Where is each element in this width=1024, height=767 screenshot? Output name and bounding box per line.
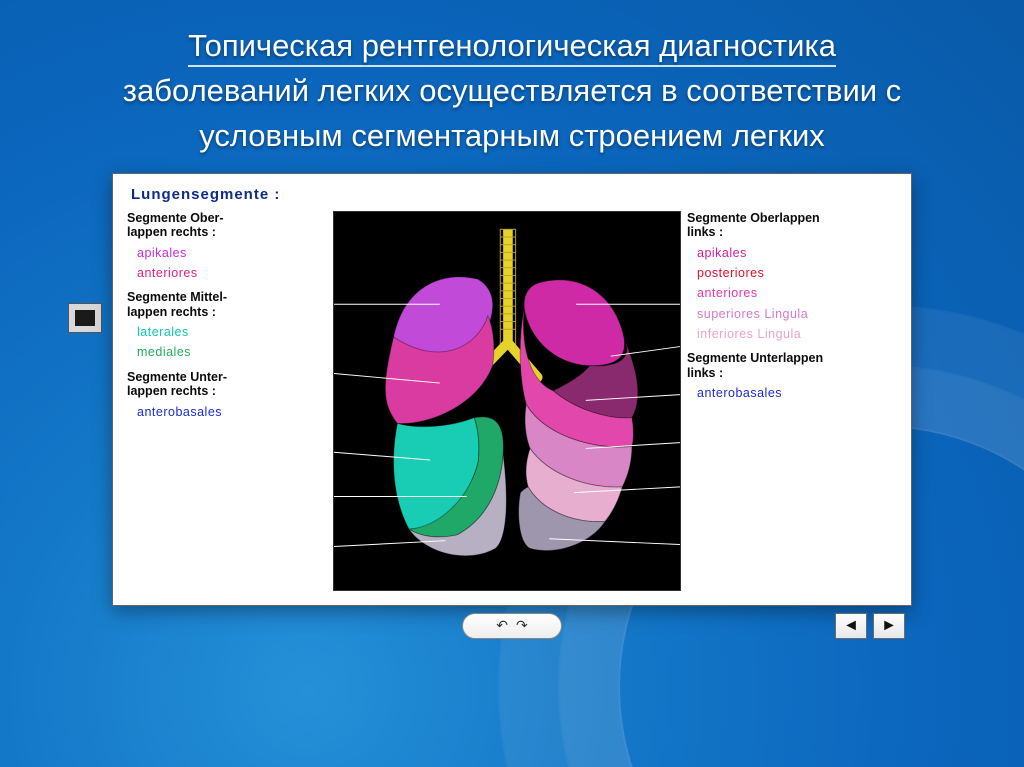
rotate-right-icon: ↷ <box>516 617 528 634</box>
left-lung <box>519 280 638 551</box>
segment-group-heading: Segmente Ober- lappen rechts : <box>127 211 327 240</box>
prev-button[interactable]: ◄ <box>835 613 867 639</box>
left-labels-column: Segmente Ober- lappen rechts : apikales an… <box>127 211 327 429</box>
slide-title: Топическая рентгенологическая диагностик… <box>60 24 964 159</box>
slide: Топическая рентгенологическая диагностик… <box>0 0 1024 767</box>
segment-label: apikales <box>137 246 327 260</box>
flip-control[interactable]: ↶ ↷ <box>462 613 562 639</box>
segment-label: apikales <box>697 246 897 260</box>
segment-label: superiores Lingula <box>697 307 897 321</box>
rotate-left-icon: ↶ <box>496 617 508 634</box>
next-button[interactable]: ► <box>873 613 905 639</box>
figure-wrap: Lungensegmente : Segmente Ober- lappen r… <box>112 173 912 606</box>
segment-group-heading: Segmente Mittel- lappen rechts : <box>127 290 327 319</box>
segment-label: anteriores <box>137 266 327 280</box>
segment-label: mediales <box>137 345 327 359</box>
title-line1: Топическая рентгенологическая диагностик… <box>188 28 836 67</box>
lungs-panel <box>333 211 681 591</box>
segment-group-heading: Segmente Unter- lappen rechts : <box>127 370 327 399</box>
figure-nav: ◄ ► <box>835 613 905 639</box>
segment-label: posteriores <box>697 266 897 280</box>
lungs-svg <box>334 212 680 577</box>
segment-label: laterales <box>137 325 327 339</box>
right-labels-column: Segmente Oberlappen links : apikales poste… <box>687 211 897 411</box>
right-lung <box>385 277 506 556</box>
segment-label: anterobasales <box>697 386 897 400</box>
figure-heading: Lungensegmente : <box>131 186 897 203</box>
lung-segments-figure: Lungensegmente : Segmente Ober- lappen r… <box>112 173 912 606</box>
segment-label: anteriores <box>697 286 897 300</box>
segment-label: inferiores Lingula <box>697 327 897 341</box>
title-rest: заболеваний легких осуществляется в соот… <box>123 73 901 153</box>
embedded-widget-icon <box>68 303 102 333</box>
segment-label: anterobasales <box>137 405 327 419</box>
segment-group-heading: Segmente Unterlappen links : <box>687 351 897 380</box>
figure-body: Segmente Ober- lappen rechts : apikales an… <box>127 211 897 591</box>
segment-group-heading: Segmente Oberlappen links : <box>687 211 897 240</box>
